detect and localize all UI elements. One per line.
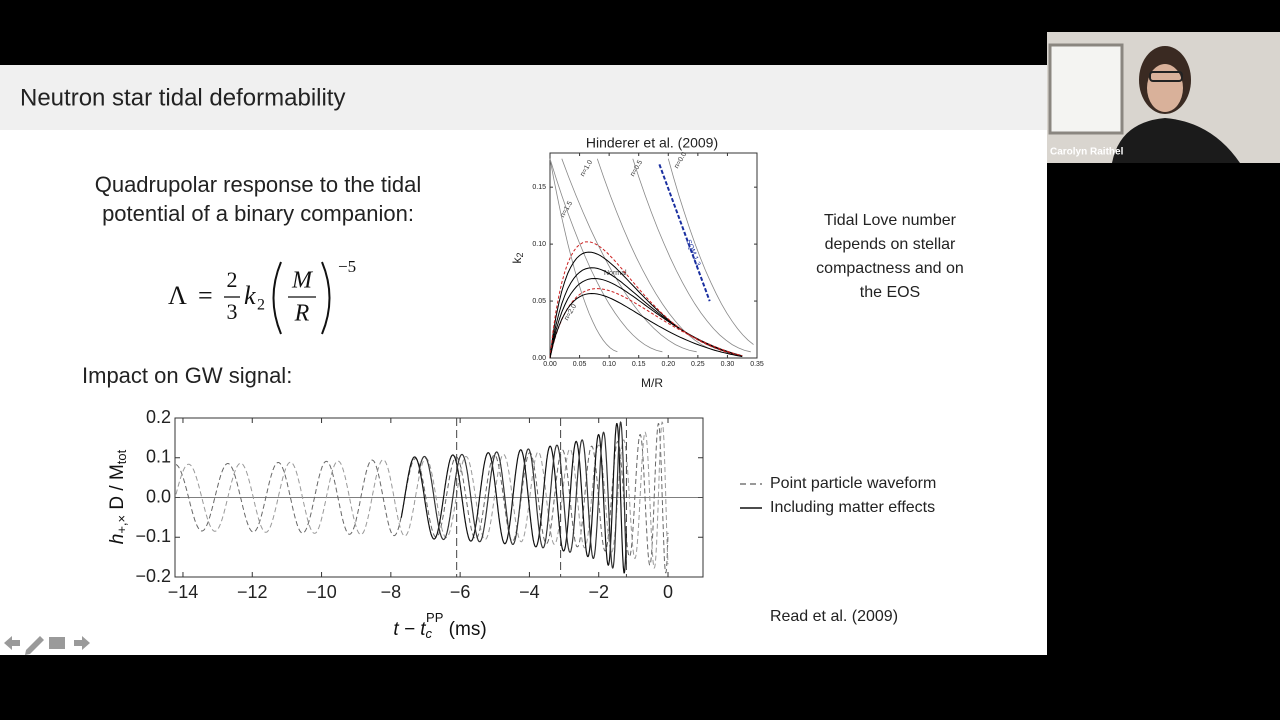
love-note: the EOS xyxy=(860,284,920,301)
y-label-base: k xyxy=(510,257,524,264)
paren xyxy=(272,261,282,335)
love-note: depends on stellar xyxy=(825,236,956,253)
y-tick-label: −0.2 xyxy=(135,566,171,586)
curve-label: Normal xyxy=(604,270,627,277)
eq-r: R xyxy=(294,301,310,327)
eq-exponent: −5 xyxy=(338,257,356,276)
citation: Read et al. (2009) xyxy=(770,608,898,625)
x-tick-label: 0.25 xyxy=(691,361,705,368)
eq-den: 3 xyxy=(227,299,238,324)
eq-lambda: Λ xyxy=(168,281,187,310)
x-label-unit: (ms) xyxy=(443,619,486,640)
love-note: compactness and on xyxy=(816,260,964,277)
legend-label: Including matter effects xyxy=(770,499,935,516)
x-tick-label: −14 xyxy=(168,582,199,602)
eq-sign: = xyxy=(198,281,213,310)
nav-prev[interactable] xyxy=(4,636,20,650)
x-tick-label: 0.15 xyxy=(632,361,646,368)
nav-pen[interactable] xyxy=(25,636,44,655)
y-tick-label: 0.1 xyxy=(146,447,171,467)
x-tick-label: −8 xyxy=(381,582,402,602)
slide-title: Neutron star tidal deformability xyxy=(20,84,345,111)
eos-curve xyxy=(549,241,743,359)
reference-curve xyxy=(549,158,618,353)
face xyxy=(1147,64,1183,112)
reference-curve xyxy=(667,158,754,345)
x-tick-label: 0.20 xyxy=(661,361,675,368)
x-tick-label: 0.00 xyxy=(543,361,557,368)
impact-heading: Impact on GW signal: xyxy=(82,363,292,388)
x-tick-label: −4 xyxy=(519,582,540,602)
x-label-sup: PP xyxy=(426,610,443,625)
gw-figure: t − tcPP (ms) h+,× D / Mtot Point partic… xyxy=(107,407,936,642)
y-label-mid: D / M xyxy=(107,464,128,515)
sqm-curve xyxy=(658,164,711,302)
eos-curve xyxy=(549,288,743,359)
eq-k-sub: 2 xyxy=(257,297,265,314)
x-tick-label: 0.10 xyxy=(602,361,616,368)
x-label-sub: c xyxy=(426,626,433,641)
x-tick-label: 0 xyxy=(663,582,673,602)
window xyxy=(1048,43,1124,135)
y-tick-label: −0.1 xyxy=(135,526,171,546)
intro-line: potential of a binary companion: xyxy=(102,201,414,226)
webcam: Carolyn Raithel xyxy=(1047,32,1280,163)
x-tick-label: −2 xyxy=(588,582,609,602)
x-tick-label: −10 xyxy=(306,582,337,602)
eq-k: k xyxy=(244,281,256,310)
nav-menu[interactable] xyxy=(49,637,65,649)
y-tick-label: 0.2 xyxy=(146,407,171,427)
figure-title: Hinderer et al. (2009) xyxy=(586,135,718,151)
matter-waveform xyxy=(418,421,627,569)
y-axis-label: h+,× D / Mtot xyxy=(107,449,129,544)
y-tick-label: 0.15 xyxy=(532,184,546,191)
plot-frame xyxy=(549,152,758,359)
reference-curve xyxy=(596,158,721,353)
y-tick-label: 0.0 xyxy=(146,486,171,506)
eq-m: M xyxy=(291,268,314,294)
y-tick-label: 0.00 xyxy=(532,355,546,362)
y-label-sub2: tot xyxy=(114,449,129,464)
x-tick-label: −6 xyxy=(450,582,471,602)
x-axis-label: M/R xyxy=(641,376,663,390)
reference-curve xyxy=(561,158,697,353)
nav-next[interactable] xyxy=(74,636,90,650)
y-tick-label: 0.10 xyxy=(532,241,546,248)
eos-curve xyxy=(549,292,743,359)
x-label-t: t − t xyxy=(393,619,426,640)
glasses xyxy=(1149,71,1183,82)
y-label-sub: 2 xyxy=(515,252,525,257)
x-axis-label: t − tcPP (ms) xyxy=(393,610,486,641)
title-bar xyxy=(0,65,1047,130)
eq-num: 2 xyxy=(227,267,238,292)
equation: Λ = 2 3 k 2 M R −5 xyxy=(168,257,356,335)
y-label-h: h xyxy=(107,534,128,545)
pp-waveform xyxy=(175,422,669,574)
intro-line: Quadrupolar response to the tidal xyxy=(95,172,422,197)
x-tick-label: 0.30 xyxy=(721,361,735,368)
legend-label: Point particle waveform xyxy=(770,475,936,492)
slide-nav xyxy=(4,636,90,655)
paren xyxy=(321,261,331,335)
pp-waveform xyxy=(175,421,669,569)
love-note: Tidal Love number xyxy=(824,212,957,229)
participant-name: Carolyn Raithel xyxy=(1050,147,1124,158)
x-tick-label: 0.05 xyxy=(573,361,587,368)
y-tick-label: 0.05 xyxy=(532,298,546,305)
x-tick-label: −12 xyxy=(237,582,268,602)
y-axis-label: k2 xyxy=(510,252,525,263)
reference-curve xyxy=(632,158,751,353)
x-tick-label: 0.35 xyxy=(750,361,764,368)
shoulders xyxy=(1112,118,1240,163)
y-label-sub: +,× xyxy=(114,515,129,534)
reference-curve xyxy=(549,158,663,353)
